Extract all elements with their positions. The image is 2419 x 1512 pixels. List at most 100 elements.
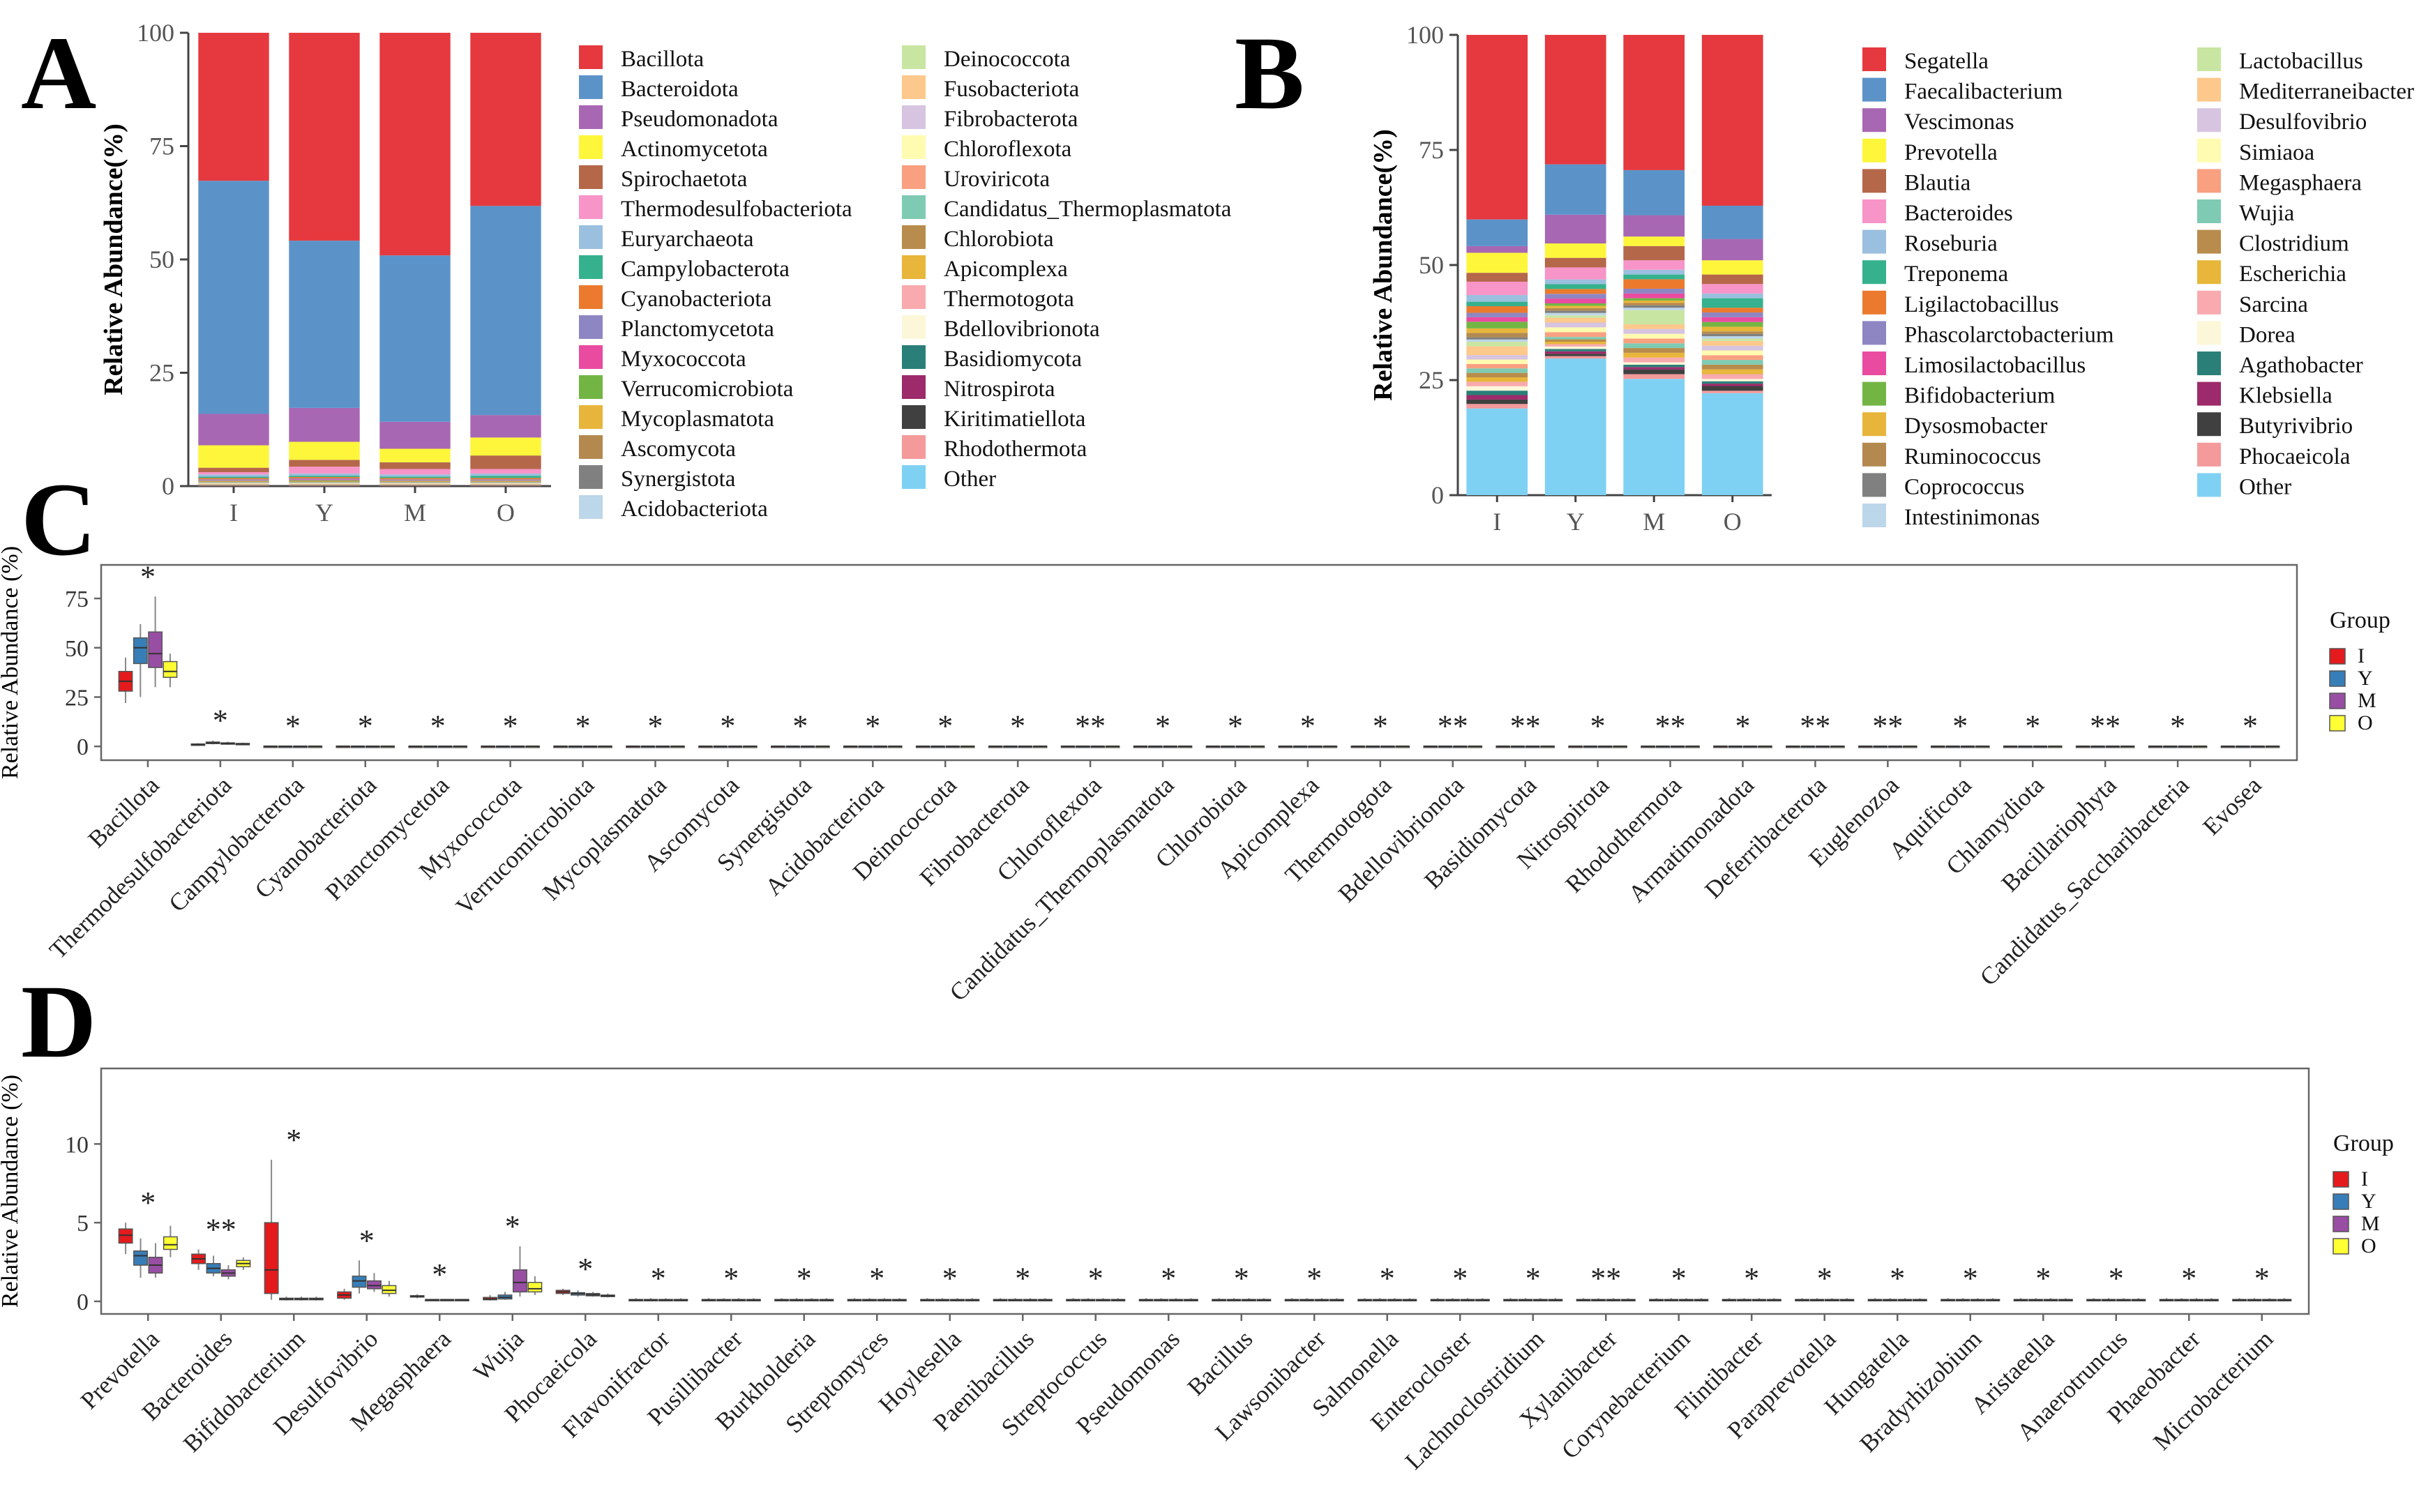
bar-segment [1544, 308, 1606, 311]
legend-entry: Ruminococcus [1904, 444, 2041, 469]
legend-title: Group [2330, 607, 2390, 633]
bar-segment [289, 485, 360, 486]
legend-entry: Mediterraneibacter [2239, 80, 2414, 105]
legend-swatch [1862, 108, 1886, 133]
bar-segment [470, 479, 541, 481]
bar-segment [1466, 346, 1528, 356]
y-tick-label: 75 [65, 587, 89, 612]
bar-segment [1701, 284, 1763, 294]
bar-segment [198, 476, 269, 478]
bar-segment [470, 484, 541, 485]
legend-entry: Actinomycetota [621, 137, 768, 162]
legend-swatch [902, 135, 926, 159]
x-tick-label: Corynebacterium [1556, 1325, 1695, 1464]
legend-swatch [579, 105, 603, 129]
box-body [527, 1282, 543, 1293]
bar-segment [198, 478, 269, 480]
significance-mark: * [648, 709, 663, 743]
bar-segment [1544, 289, 1606, 294]
bar-segment [1701, 350, 1763, 356]
bar-segment [289, 483, 360, 484]
bar-segment [198, 484, 269, 485]
bar-segment [1544, 284, 1606, 289]
bar-segment [1623, 301, 1685, 303]
legend-swatch [1862, 381, 1886, 406]
bar-segment [1701, 274, 1763, 285]
bar-segment [1701, 384, 1763, 386]
legend-swatch [579, 375, 603, 399]
bar-segment [1623, 298, 1685, 301]
legend-entry: Bdellovibrionota [944, 317, 1100, 342]
bar-segment [1701, 239, 1763, 261]
significance-mark: * [1373, 709, 1388, 743]
bar-segment [289, 482, 360, 483]
legend-entry: Fusobacteriota [944, 77, 1080, 102]
legend-swatch [902, 315, 926, 339]
bar-segment [1466, 372, 1528, 378]
bar-segment [198, 485, 269, 486]
bar-segment [1623, 279, 1685, 289]
legend-entry: I [2358, 644, 2365, 667]
x-tick-label: Evosea [2198, 771, 2267, 840]
bar-segment [1701, 293, 1763, 298]
legend-entry: Segatella [1904, 49, 1989, 74]
bar-segment [1701, 369, 1763, 375]
bar-segment [379, 483, 451, 485]
bar-segment [1466, 359, 1528, 364]
legend-entry: Bacteroidota [621, 77, 739, 102]
legend-entry: Dorea [2239, 322, 2296, 347]
significance-mark: * [651, 1261, 666, 1295]
significance-mark: * [1890, 1261, 1905, 1295]
bar-segment [1544, 351, 1606, 354]
legend-swatch [902, 345, 926, 369]
legend-entry: Megasphaera [2239, 170, 2362, 195]
bar-segment [379, 483, 451, 484]
bar-segment [1466, 377, 1528, 382]
legend-swatch [1862, 47, 1886, 71]
legend-entry: Lactobacillus [2239, 49, 2363, 74]
bar-segment [198, 181, 269, 414]
legend-swatch [2197, 381, 2221, 406]
significance-mark: * [1735, 709, 1751, 743]
bar-segment [1466, 322, 1528, 328]
significance-mark: * [1452, 1261, 1468, 1295]
legend-swatch [2197, 47, 2221, 71]
bar-segment [470, 206, 541, 416]
legend-swatch [902, 45, 926, 69]
legend-entry: O [2361, 1234, 2376, 1257]
bar-segment [1701, 355, 1763, 361]
legend-entry: Kiritimatiellota [944, 407, 1086, 432]
bar-segment [289, 478, 360, 480]
significance-mark: * [1963, 1261, 1978, 1295]
box-body [264, 1222, 279, 1294]
bar-segment [289, 483, 360, 485]
legend-entry: Cyanobacteriota [621, 287, 772, 312]
legend-entry: Uroviricota [944, 167, 1050, 192]
significance-mark: * [1010, 709, 1025, 743]
bar-segment [289, 476, 360, 478]
bar-segment [1701, 317, 1763, 322]
legend-swatch [2197, 473, 2221, 497]
significance-mark: * [1015, 1261, 1030, 1295]
bar-segment [1623, 236, 1685, 246]
legend-entry: Mycoplasmatota [621, 407, 774, 432]
bar-segment [1701, 260, 1763, 275]
bar-segment [1544, 322, 1606, 328]
x-tick-label: Y [315, 499, 333, 527]
bar-segment [1466, 391, 1528, 395]
legend-entry: Candidatus_Thermoplasmatota [944, 197, 1232, 222]
bar-segment [1544, 243, 1606, 258]
bar-segment [1466, 245, 1528, 253]
significance-mark: * [2254, 1261, 2270, 1295]
bar-segment [1544, 257, 1606, 268]
x-tick-label: Bdellovibrionota [1333, 771, 1470, 908]
legend-swatch [2333, 1193, 2349, 1210]
legend-swatch [579, 495, 603, 519]
significance-mark: * [792, 709, 808, 743]
legend-entry: Fibrobacterota [944, 107, 1078, 132]
bar-segment [1466, 386, 1528, 391]
significance-mark: * [1525, 1261, 1541, 1295]
legend-swatch [1862, 260, 1886, 285]
bar-segment [379, 481, 451, 483]
legend-swatch [902, 405, 926, 429]
